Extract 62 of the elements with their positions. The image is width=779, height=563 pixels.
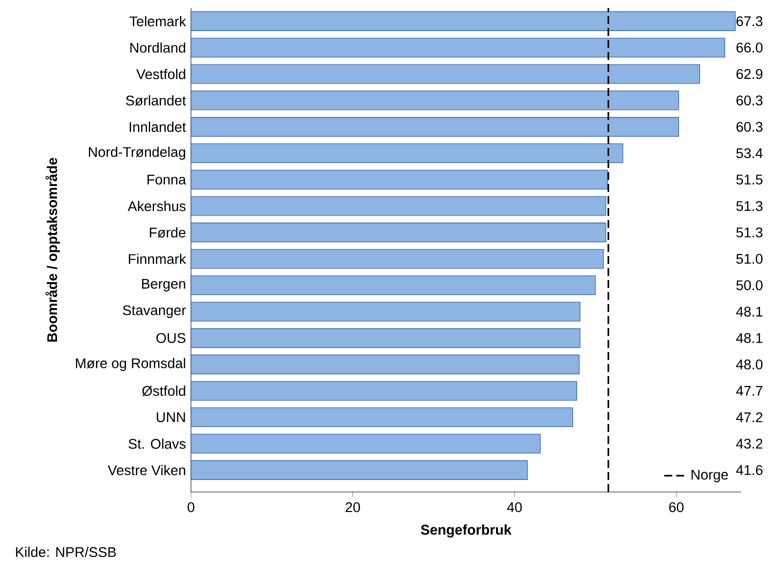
bar <box>190 11 736 31</box>
y-tick-label: OUS <box>156 333 186 344</box>
x-axis-title: Sengeforbruk <box>420 524 512 538</box>
x-tick-label: 40 <box>507 502 522 512</box>
bar <box>190 275 596 296</box>
bar <box>190 328 580 348</box>
data-label: 48.1 <box>736 333 762 344</box>
y-tick-label: Vestre Viken <box>108 464 186 476</box>
y-tick-label: Stavanger <box>122 305 186 318</box>
y-tick-label: Vestfold <box>136 68 186 80</box>
data-label: 51.0 <box>736 254 763 264</box>
data-label: 47.2 <box>736 412 762 422</box>
data-label: 60.3 <box>736 95 762 106</box>
data-label: 47.7 <box>736 386 762 396</box>
x-tick-label: 0 <box>188 502 194 512</box>
bar <box>190 407 574 428</box>
y-tick-label: Akershus <box>128 200 186 212</box>
bar <box>190 381 578 401</box>
y-tick-label: Nord-Trøndelag <box>88 146 186 160</box>
ref-line-label: Norge <box>692 470 728 482</box>
data-label: 51.5 <box>736 174 762 185</box>
bar <box>190 117 679 137</box>
x-tick-label: 60 <box>669 502 684 512</box>
bar <box>190 64 700 84</box>
y-tick-label: Innlandet <box>130 122 186 132</box>
data-label: 48.1 <box>736 306 762 317</box>
bar <box>190 38 726 58</box>
y-tick-label: Nordland <box>130 42 186 53</box>
data-label: 62.9 <box>736 69 762 79</box>
bar <box>190 222 606 242</box>
bar <box>190 302 580 322</box>
y-tick-label: UNN <box>156 412 185 422</box>
y-tick-label: Fonna <box>148 174 186 185</box>
data-label: 60.3 <box>736 122 762 132</box>
bar <box>190 143 624 163</box>
y-axis-title: Boområde / opptaksområde <box>45 158 60 342</box>
data-label: 67.3 <box>736 16 762 26</box>
y-tick-label: St. Olavs <box>128 438 186 449</box>
x-tick-label: 20 <box>346 502 360 512</box>
data-label: 48.0 <box>736 360 763 370</box>
bar <box>190 170 608 190</box>
bar <box>190 90 679 110</box>
data-label: 66.0 <box>736 42 763 53</box>
data-label: 51.3 <box>736 227 762 238</box>
y-tick-label: Østfold <box>142 386 186 396</box>
text: Kilde: NPR/SSB <box>16 546 116 558</box>
bar <box>190 434 541 454</box>
bar <box>190 249 604 269</box>
data-label: 43.2 <box>736 438 762 449</box>
data-label: 51.3 <box>736 201 762 211</box>
data-label: 41.6 <box>736 465 762 476</box>
y-tick-label: Finnmark <box>128 254 186 264</box>
y-tick-label: Bergen <box>142 278 186 292</box>
data-label: 50.0 <box>736 280 763 290</box>
bar <box>190 196 606 216</box>
bar <box>190 354 580 374</box>
y-tick-label: Møre og Romsdal <box>76 358 186 371</box>
y-tick-label: Førde <box>150 227 186 238</box>
y-tick-label: Telemark <box>130 16 186 26</box>
y-tick-label: Sørlandet <box>126 95 186 106</box>
data-label: 53.4 <box>736 148 763 158</box>
bar <box>190 460 528 480</box>
